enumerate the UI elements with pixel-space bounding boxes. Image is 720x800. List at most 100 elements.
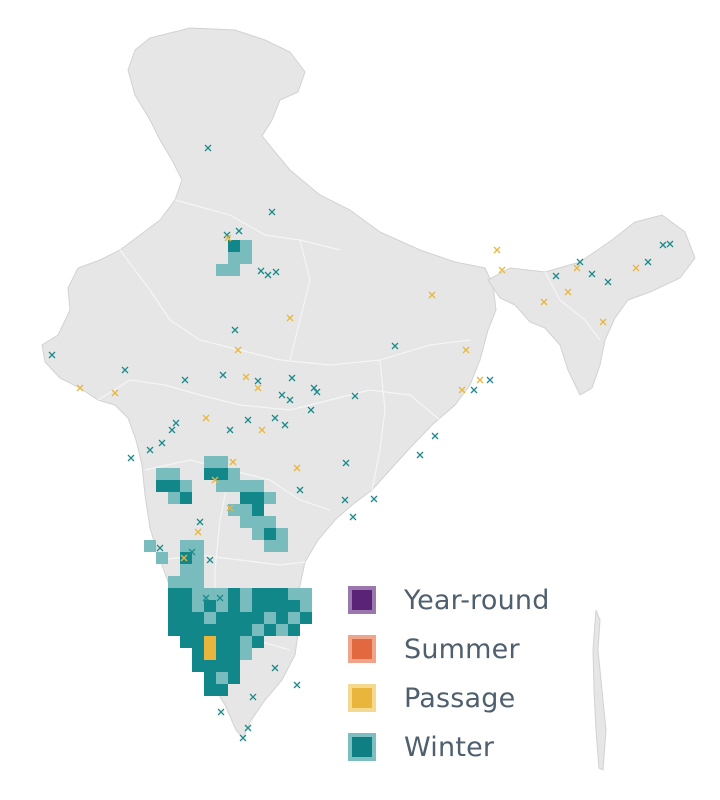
winter-cell: [144, 540, 156, 552]
winter-marker: [351, 392, 359, 400]
passage-marker: [498, 266, 506, 274]
passage-marker: [224, 234, 232, 242]
winter-cell: [276, 612, 288, 624]
winter-swatch: [348, 733, 376, 761]
sighting-markers: [48, 144, 674, 742]
legend-label: Winter: [404, 731, 495, 763]
passage-marker: [564, 288, 572, 296]
winter-cell: [264, 492, 276, 504]
winter-marker: [470, 386, 478, 394]
passage-marker: [458, 386, 466, 394]
winter-cell: [276, 588, 288, 600]
winter-marker: [206, 556, 214, 564]
winter-cell: [180, 492, 192, 504]
winter-marker: [156, 544, 164, 552]
winter-marker: [121, 366, 129, 374]
winter-cell: [204, 624, 216, 636]
winter-cell: [180, 600, 192, 612]
winter-marker: [644, 258, 652, 266]
winter-marker: [281, 421, 289, 429]
winter-marker: [288, 374, 296, 382]
winter-cell: [216, 600, 228, 612]
passage-marker: [76, 384, 84, 392]
winter-cell: [204, 612, 216, 624]
winter-cell: [264, 624, 276, 636]
winter-marker: [666, 240, 674, 248]
winter-cell: [192, 588, 204, 600]
winter-marker: [264, 271, 272, 279]
winter-cell: [288, 612, 300, 624]
winter-cell: [180, 480, 192, 492]
winter-cell: [192, 564, 204, 576]
winter-cell: [240, 624, 252, 636]
winter-cell: [240, 588, 252, 600]
winter-cell: [168, 576, 180, 588]
winter-cell: [168, 588, 180, 600]
winter-cell: [240, 240, 252, 252]
winter-cell: [180, 612, 192, 624]
winter-cell: [168, 600, 180, 612]
winter-cell: [300, 588, 312, 600]
winter-cell: [240, 612, 252, 624]
winter-marker: [431, 432, 439, 440]
winter-cell: [228, 660, 240, 672]
winter-cell: [216, 612, 228, 624]
passage-marker: [194, 528, 202, 536]
passage-marker: [234, 346, 242, 354]
winter-cell: [252, 624, 264, 636]
winter-marker: [576, 258, 584, 266]
winter-cell: [228, 504, 240, 516]
winter-cell: [228, 612, 240, 624]
winter-cell: [228, 648, 240, 660]
winter-marker: [271, 664, 279, 672]
winter-cell: [240, 492, 252, 504]
india-landmass: [41, 27, 696, 771]
winter-cell: [264, 528, 276, 540]
winter-marker: [216, 594, 224, 602]
winter-marker: [552, 272, 560, 280]
passage-marker: [111, 389, 119, 397]
passage-marker: [493, 246, 501, 254]
winter-cell: [252, 528, 264, 540]
winter-cell: [240, 648, 252, 660]
winter-marker: [235, 227, 243, 235]
winter-cell: [204, 684, 216, 696]
winter-cell: [216, 264, 228, 276]
winter-cell: [228, 264, 240, 276]
winter-marker: [604, 278, 612, 286]
winter-cell: [240, 504, 252, 516]
winter-cell: [288, 600, 300, 612]
winter-cell: [216, 456, 228, 468]
winter-marker: [172, 419, 180, 427]
winter-marker: [226, 426, 234, 434]
winter-marker: [244, 724, 252, 732]
winter-cell: [192, 636, 204, 648]
winter-marker: [202, 594, 210, 602]
winter-marker: [313, 388, 321, 396]
winter-cell: [180, 636, 192, 648]
winter-cell: [228, 636, 240, 648]
winter-cell: [228, 240, 240, 252]
winter-cell: [192, 600, 204, 612]
winter-cell: [216, 480, 228, 492]
winter-range-cells: [144, 240, 312, 696]
winter-cell: [216, 468, 228, 480]
northeast-outline: [487, 214, 696, 396]
winter-marker: [219, 371, 227, 379]
winter-marker: [127, 454, 135, 462]
winter-marker: [278, 391, 286, 399]
summer-swatch: [348, 635, 376, 663]
winter-cell: [216, 588, 228, 600]
passage-marker: [254, 384, 262, 392]
winter-cell: [192, 624, 204, 636]
passage-marker: [428, 291, 436, 299]
winter-cell: [264, 540, 276, 552]
winter-marker: [349, 513, 357, 521]
winter-cell: [252, 480, 264, 492]
winter-cell: [180, 564, 192, 576]
winter-cell: [192, 660, 204, 672]
winter-cell: [180, 576, 192, 588]
winter-cell: [240, 636, 252, 648]
winter-cell: [216, 660, 228, 672]
